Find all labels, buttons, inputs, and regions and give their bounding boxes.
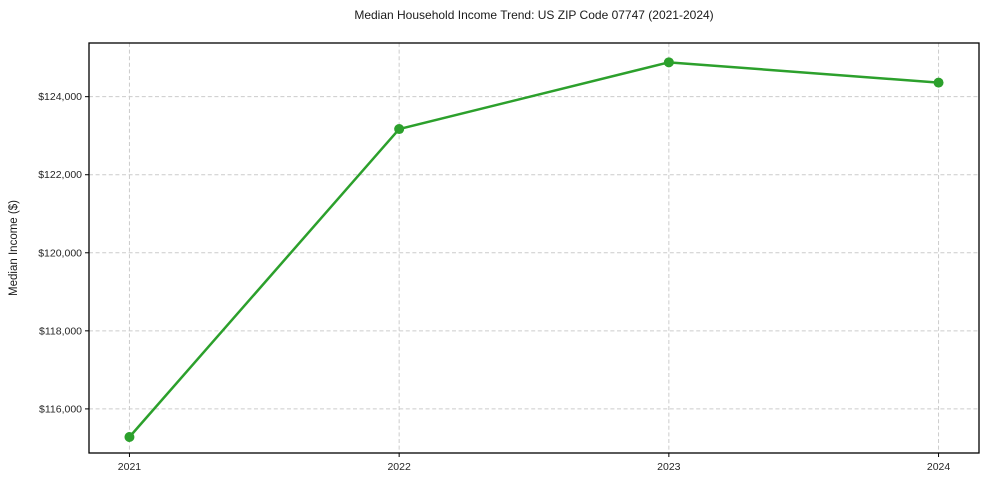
trend-line — [128, 61, 939, 438]
data-point — [663, 57, 674, 68]
y-tick-label: $122,000 — [38, 169, 82, 181]
y-axis-label: Median Income ($) — [8, 200, 20, 296]
y-tick-label: $120,000 — [38, 247, 82, 259]
data-point — [933, 77, 944, 88]
x-tick-label: 2021 — [118, 461, 142, 473]
data-point — [394, 124, 405, 135]
data-point — [124, 431, 135, 442]
plot-border — [88, 42, 980, 454]
chart-title: Median Household Income Trend: US ZIP Co… — [354, 8, 714, 22]
x-tick-label: 2022 — [387, 461, 411, 473]
y-tick-label: $118,000 — [39, 325, 82, 337]
x-tick-label: 2024 — [927, 461, 951, 473]
y-tick-label: $116,000 — [39, 403, 82, 415]
y-tick-label: $124,000 — [38, 91, 82, 103]
x-tick-label: 2023 — [657, 461, 681, 473]
